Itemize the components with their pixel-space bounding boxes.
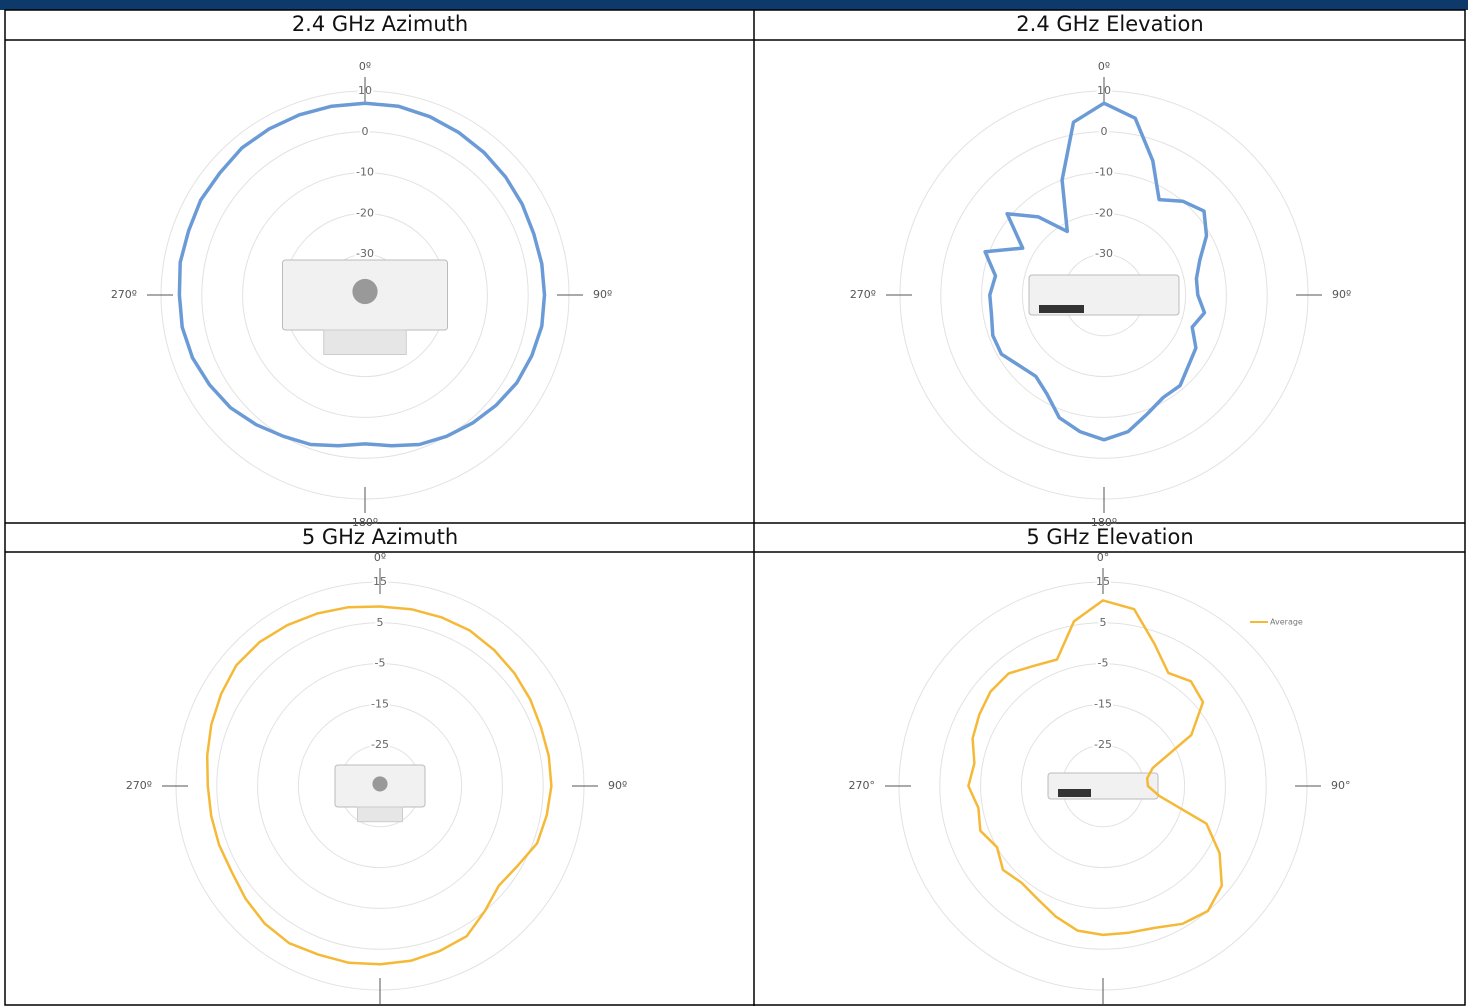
grid-ring (216, 622, 544, 950)
device-fins (357, 806, 403, 823)
r-tick-label: -5 (1098, 657, 1109, 670)
r-tick-label: -25 (1094, 738, 1112, 751)
grid-ring (980, 663, 1226, 909)
device-port (372, 776, 388, 792)
pattern-line (205, 605, 553, 966)
r-tick-label: -15 (371, 697, 389, 710)
chart-title: 2.4 GHz Elevation (1016, 12, 1203, 36)
angle-tick-label: 270º (850, 288, 876, 301)
legend-label: Average (1270, 618, 1303, 627)
r-tick-label: 5 (377, 616, 384, 629)
chart-title: 5 GHz Elevation (1026, 525, 1193, 549)
r-tick-label: -5 (375, 657, 386, 670)
grid-ring (940, 131, 1268, 459)
r-tick-label: 0 (362, 125, 369, 138)
angle-tick-label: 90º (593, 288, 612, 301)
angle-tick-label: 90º (608, 779, 627, 792)
chart-title: 2.4 GHz Azimuth (292, 12, 468, 36)
grid-ring (939, 622, 1267, 950)
grid-ring (1020, 703, 1186, 869)
r-tick-label: -30 (356, 247, 374, 260)
grid-ring (201, 131, 529, 459)
pattern-line (177, 101, 547, 448)
r-tick-label: 0 (1101, 125, 1108, 138)
angle-tick-label: 270° (849, 779, 876, 792)
angle-tick-label: 0° (1097, 551, 1110, 564)
device-port (1058, 789, 1091, 797)
angle-tick-label: 90º (1332, 288, 1351, 301)
angle-tick-label: 0º (359, 60, 371, 73)
angle-tick-label: 90° (1331, 779, 1351, 792)
r-tick-label: -10 (356, 166, 374, 179)
r-tick-label: -30 (1095, 247, 1113, 260)
r-tick-label: -25 (371, 738, 389, 751)
grid-ring (981, 172, 1227, 418)
r-tick-label: -10 (1095, 166, 1113, 179)
r-tick-label: 5 (1100, 616, 1107, 629)
angle-tick-label: 270º (111, 288, 137, 301)
table-grid (4, 9, 1466, 1006)
device-port (352, 278, 378, 305)
grid-ring (257, 663, 503, 909)
angle-tick-label: 180º (352, 516, 378, 529)
grid-ring (297, 703, 463, 869)
chart-title: 5 GHz Azimuth (302, 525, 458, 549)
r-tick-label: -20 (1095, 206, 1113, 219)
pattern-line (983, 101, 1209, 442)
angle-tick-label: 0º (1098, 60, 1110, 73)
pattern-line (967, 599, 1224, 937)
r-tick-label: -20 (356, 206, 374, 219)
device-fins (323, 329, 407, 355)
angle-tick-label: 270º (126, 779, 152, 792)
grid-ring (1021, 212, 1187, 378)
grid-ring (242, 172, 488, 418)
r-tick-label: -15 (1094, 697, 1112, 710)
angle-tick-label: 0º (374, 551, 386, 564)
device-port (1039, 305, 1084, 313)
header-bar (0, 0, 1468, 10)
angle-tick-label: 180º (1091, 516, 1117, 529)
